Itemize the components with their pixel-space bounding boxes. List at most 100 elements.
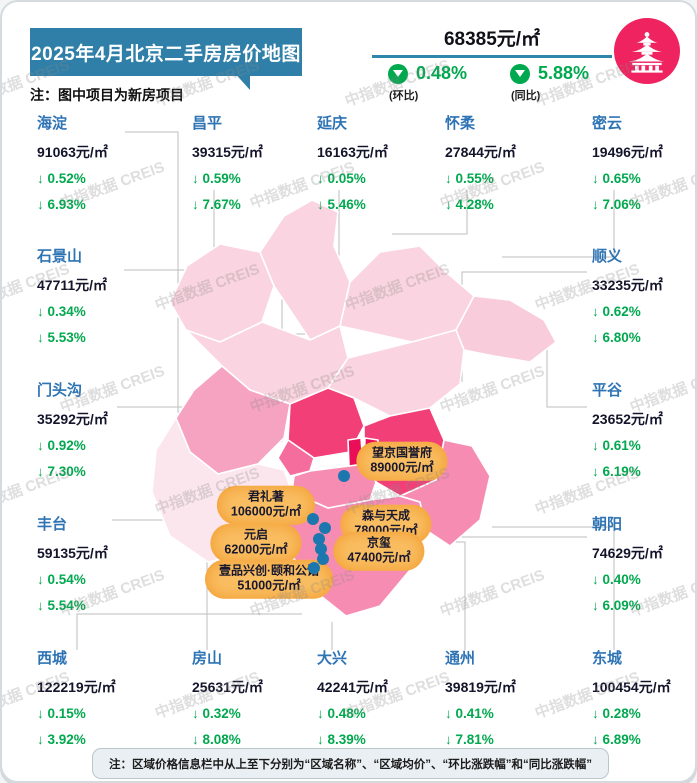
- district-block-shijingshan: 石景山 47711元/㎡ ↓ 0.34% ↓ 5.53%: [37, 245, 155, 356]
- district-name: 海淀: [37, 115, 68, 132]
- district-yoy: ↓ 5.46%: [317, 197, 366, 212]
- project-marker-dot: [313, 533, 325, 545]
- district-mom: ↓ 0.52%: [37, 171, 86, 186]
- district-mom: ↓ 0.61%: [592, 438, 641, 453]
- project-price: 106000元/㎡: [230, 504, 302, 519]
- project-callout-jingxi: 京玺 47400元/㎡: [333, 531, 425, 571]
- down-arrow-circle-icon: [388, 63, 408, 84]
- district-price: 59135元/㎡: [37, 545, 108, 561]
- district-name: 石景山: [37, 248, 83, 265]
- district-block-shunyi: 顺义 33235元/㎡ ↓ 0.62% ↓ 6.80%: [592, 245, 694, 356]
- project-name: 元启: [243, 527, 269, 542]
- district-yoy: ↓ 5.53%: [37, 330, 86, 345]
- district-yoy: ↓ 8.08%: [192, 732, 241, 747]
- district-name: 房山: [192, 650, 223, 667]
- district-price: 47711元/㎡: [37, 277, 108, 293]
- district-yoy: ↓ 6.80%: [592, 330, 641, 345]
- yoy-value: 5.88%: [538, 63, 590, 83]
- district-yoy: ↓ 4.28%: [445, 197, 494, 212]
- district-name: 顺义: [592, 248, 623, 265]
- citywide-average-price: 68385元/㎡: [443, 29, 541, 50]
- district-block-haidian: 海淀 91063元/㎡ ↓ 0.52% ↓ 6.93%: [37, 112, 155, 223]
- mom-value: 0.48%: [416, 63, 468, 83]
- project-callout-wangjingguoyufu: 望京国誉府 89000元/㎡: [356, 441, 448, 481]
- district-block-fengtai: 丰台 59135元/㎡ ↓ 0.54% ↓ 5.54%: [37, 513, 155, 624]
- district-name: 平谷: [592, 382, 623, 399]
- temple-of-heaven-logo-icon: [614, 18, 680, 84]
- district-name: 大兴: [317, 650, 348, 667]
- district-block-dongcheng: 东城 100454元/㎡ ↓ 0.28% ↓ 6.89%: [592, 647, 695, 758]
- district-price: 100454元/㎡: [592, 679, 671, 695]
- district-mom: ↓ 0.48%: [317, 706, 366, 721]
- district-block-miyun: 密云 19496元/㎡ ↓ 0.65% ↓ 7.06%: [592, 112, 694, 223]
- district-name: 丰台: [37, 516, 68, 533]
- district-block-xicheng: 西城 122219元/㎡ ↓ 0.15% ↓ 3.92%: [37, 647, 155, 758]
- district-block-chaoyang: 朝阳 74629元/㎡ ↓ 0.40% ↓ 6.09%: [592, 513, 694, 624]
- district-name: 东城: [592, 650, 623, 667]
- footer-legend-note: 注：区域价格信息栏中从上至下分别为“区域名称”、“区域均价”、“环比涨跌幅”和“…: [92, 748, 609, 779]
- district-mom: ↓ 0.05%: [317, 171, 366, 186]
- citywide-yoy-change: 5.88% (同比): [510, 63, 589, 103]
- district-price: 16163元/㎡: [317, 144, 388, 160]
- district-block-daxing: 大兴 42241元/㎡ ↓ 0.48% ↓ 8.39%: [317, 647, 435, 758]
- district-yoy: ↓ 7.30%: [37, 464, 86, 479]
- project-name: 壹品兴创·颐和公馆: [219, 563, 319, 578]
- page-title-text: 2025年4月北京二手房房价地图: [31, 43, 301, 65]
- project-price: 47400元/㎡: [347, 550, 411, 565]
- down-arrow-circle-icon: [510, 63, 530, 84]
- citywide-mom-change: 0.48% (环比): [388, 63, 467, 103]
- header-note: 注：图中项目为新房项目: [30, 87, 184, 103]
- district-name: 怀柔: [445, 115, 476, 132]
- district-block-pinggu: 平谷 23652元/㎡ ↓ 0.61% ↓ 6.19%: [592, 379, 694, 490]
- district-mom: ↓ 0.55%: [445, 171, 494, 186]
- district-block-fangshan: 房山 25631元/㎡ ↓ 0.32% ↓ 8.08%: [192, 647, 310, 758]
- district-price: 42241元/㎡: [317, 679, 388, 695]
- district-price: 23652元/㎡: [592, 411, 663, 427]
- district-mom: ↓ 0.41%: [445, 706, 494, 721]
- project-name: 京玺: [366, 535, 392, 550]
- district-price: 25631元/㎡: [192, 679, 263, 695]
- district-price: 39819元/㎡: [445, 679, 516, 695]
- project-marker-dot: [319, 522, 331, 534]
- district-mom: ↓ 0.32%: [192, 706, 241, 721]
- district-yoy: ↓ 8.39%: [317, 732, 366, 747]
- district-name: 朝阳: [592, 516, 623, 533]
- project-name: 君礼著: [247, 489, 284, 504]
- district-block-mentougou: 门头沟 35292元/㎡ ↓ 0.92% ↓ 7.30%: [37, 379, 155, 490]
- page-title: 2025年4月北京二手房房价地图: [30, 28, 302, 90]
- district-mom: ↓ 0.62%: [592, 304, 641, 319]
- map-region-huairou: [259, 199, 351, 341]
- district-mom: ↓ 0.54%: [37, 572, 86, 587]
- header-divider: [372, 55, 612, 58]
- district-yoy: ↓ 7.06%: [592, 197, 641, 212]
- project-price: 89000元/㎡: [370, 460, 434, 475]
- district-mom: ↓ 0.40%: [592, 572, 641, 587]
- map-region-pinggu: [455, 295, 557, 363]
- project-price: 62000元/㎡: [224, 542, 288, 557]
- district-price: 74629元/㎡: [592, 545, 663, 561]
- district-mom: ↓ 0.34%: [37, 304, 86, 319]
- district-yoy: ↓ 7.67%: [192, 197, 241, 212]
- district-mom: ↓ 0.92%: [37, 438, 86, 453]
- district-price: 39315元/㎡: [192, 144, 263, 160]
- project-price: 51000元/㎡: [237, 578, 301, 593]
- project-name: 森与天成: [361, 508, 411, 523]
- district-yoy: ↓ 5.54%: [37, 598, 86, 613]
- district-price: 91063元/㎡: [37, 144, 108, 160]
- district-yoy: ↓ 6.19%: [592, 464, 641, 479]
- district-mom: ↓ 0.15%: [37, 706, 86, 721]
- district-name: 西城: [37, 650, 68, 667]
- district-mom: ↓ 0.28%: [592, 706, 641, 721]
- district-price: 35292元/㎡: [37, 411, 108, 427]
- district-mom: ↓ 0.65%: [592, 171, 641, 186]
- yoy-label: (同比): [511, 90, 541, 102]
- project-marker-dot: [307, 513, 319, 525]
- district-yoy: ↓ 3.92%: [37, 732, 86, 747]
- district-yoy: ↓ 6.93%: [37, 197, 86, 212]
- district-name: 门头沟: [37, 382, 83, 399]
- district-block-yanqing: 延庆 16163元/㎡ ↓ 0.05% ↓ 5.46%: [317, 112, 435, 223]
- district-price: 19496元/㎡: [592, 144, 663, 160]
- map-region-miyun: [339, 245, 475, 343]
- district-yoy: ↓ 6.89%: [592, 732, 641, 747]
